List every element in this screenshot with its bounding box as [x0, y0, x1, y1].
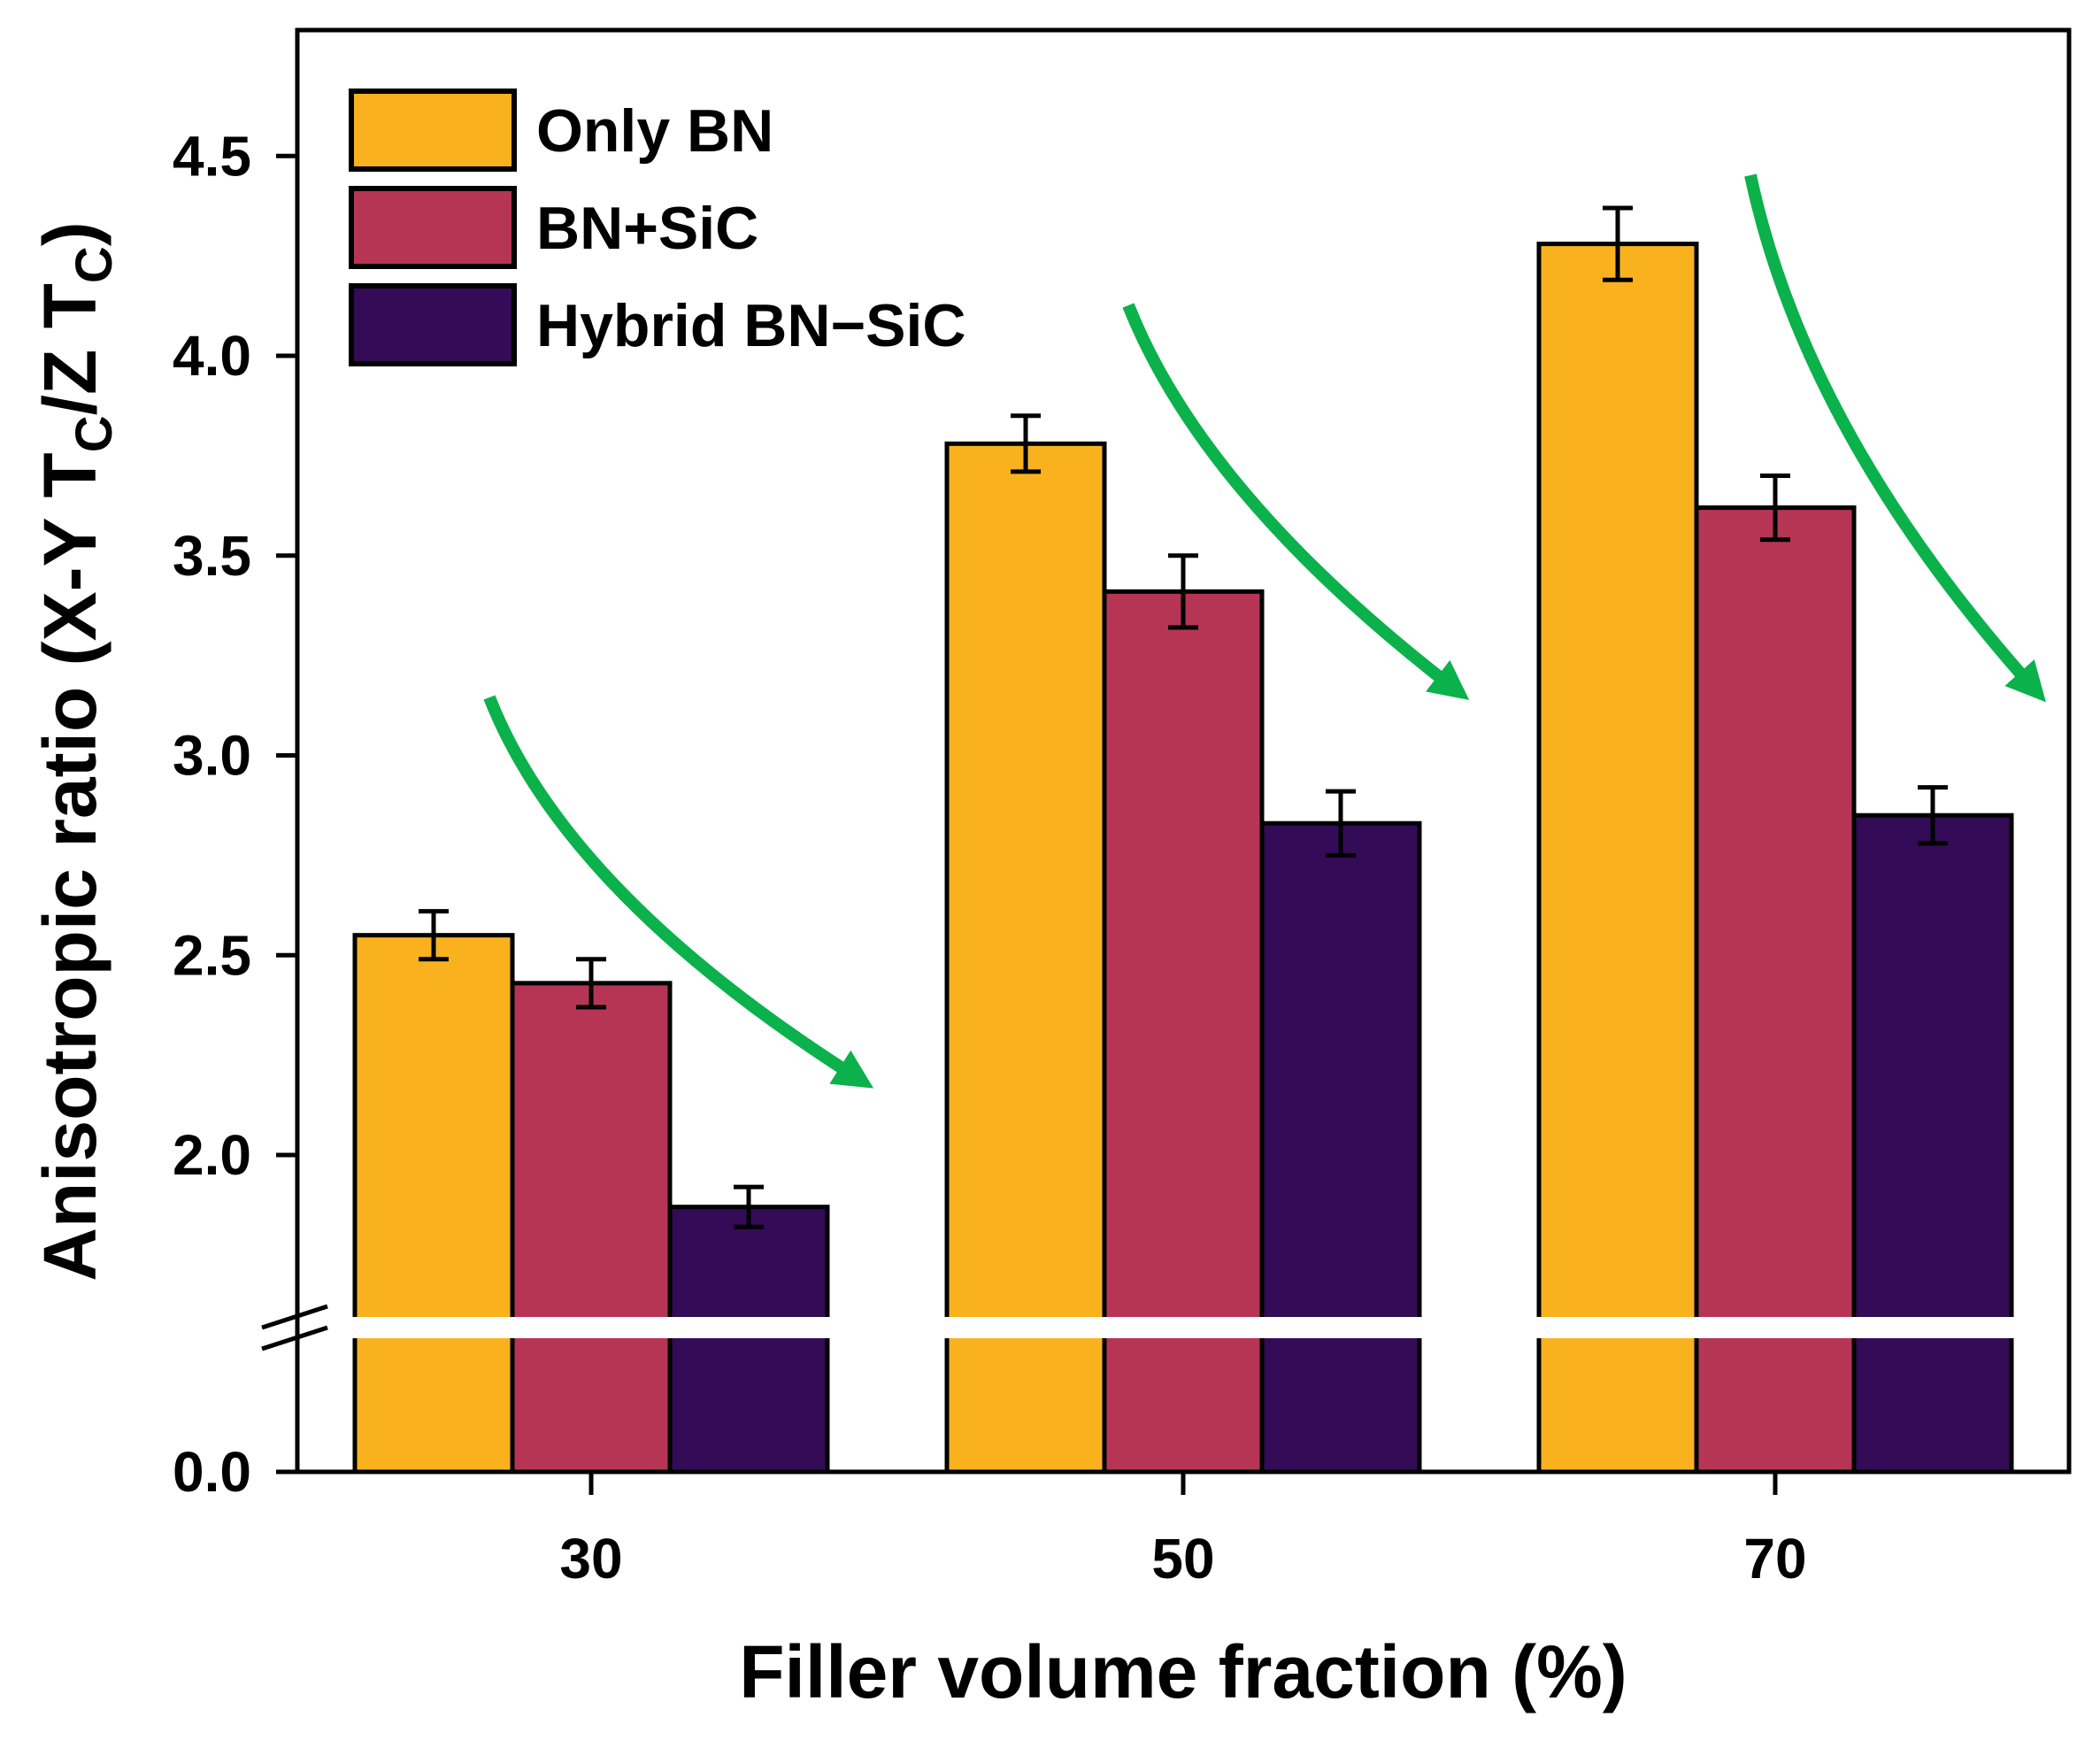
y-axis-title-sub1: C	[65, 415, 123, 452]
legend: Only BN BN+SiC Hybrid BN−SiC	[349, 89, 966, 366]
y-tick-label: 4.0	[173, 324, 251, 388]
legend-label: Only BN	[536, 97, 773, 165]
error-bar	[576, 957, 606, 1010]
bar-bn-sic-30	[510, 981, 673, 1475]
bar-hybrid-bn-sic-30	[667, 1205, 830, 1475]
bar-hybrid-bn-sic-70	[1851, 812, 2014, 1475]
y-tick-label: 2.5	[173, 923, 251, 987]
error-bars-layer	[419, 205, 1948, 1229]
error-bar	[419, 909, 449, 962]
axis-break-mark-lower	[261, 1325, 328, 1351]
y-axis-title-sub2: C	[65, 246, 123, 283]
y-tick-label: 3.0	[173, 724, 251, 788]
trend-arrow-30	[483, 695, 874, 1089]
legend-item: BN+SiC	[349, 186, 758, 269]
legend-item: Hybrid BN−SiC	[349, 283, 966, 366]
bar-only-bn-30	[352, 933, 515, 1475]
legend-label: Hybrid BN−SiC	[536, 292, 966, 359]
y-axis-title: Anisotropic ratio (X-Y TC/Z TC)	[28, 221, 123, 1282]
y-axis-title-main: Anisotropic ratio (X-Y T	[28, 452, 112, 1282]
error-bar	[1760, 473, 1790, 543]
legend-swatch	[349, 89, 517, 172]
legend-swatch	[349, 283, 517, 366]
x-tick-label: 30	[559, 1527, 622, 1590]
bars-layer	[352, 242, 2014, 1475]
y-tick-label: 2.0	[173, 1123, 251, 1187]
error-bar	[734, 1184, 764, 1229]
bar-hybrid-bn-sic-50	[1259, 820, 1422, 1475]
ticks-layer: 0.0 2.0 2.5 3.0 3.5 4.0 4.5 30 50 70	[173, 124, 1807, 1590]
error-bar	[1326, 789, 1356, 858]
y-axis-title-end: )	[28, 221, 112, 246]
axis-break-gap	[300, 1317, 2066, 1338]
x-tick-label: 50	[1151, 1527, 1214, 1590]
y-tick-label: 3.5	[173, 524, 251, 588]
bar-only-bn-70	[1536, 242, 1699, 1475]
bar-bn-sic-70	[1694, 505, 1857, 1475]
trend-arrow-70	[1744, 173, 2046, 703]
y-tick-label: 4.5	[173, 124, 251, 188]
legend-item: Only BN	[349, 89, 773, 172]
y-tick-label: 0.0	[173, 1440, 251, 1504]
trend-arrows-layer	[483, 173, 2046, 1089]
axis-break-mark-upper	[261, 1304, 328, 1330]
legend-swatch	[349, 186, 517, 269]
y-axis-title-mid: /Z T	[28, 283, 112, 415]
error-bar	[1918, 785, 1948, 846]
error-bar	[1603, 205, 1633, 282]
trend-arrow-50	[1122, 303, 1470, 700]
error-bar	[1011, 413, 1041, 474]
x-axis-title: Filler volume fraction (%)	[739, 1630, 1627, 1713]
legend-label: BN+SiC	[536, 195, 758, 262]
bar-bn-sic-50	[1102, 589, 1265, 1475]
error-bar	[1168, 553, 1198, 630]
x-tick-label: 70	[1743, 1527, 1806, 1590]
bar-only-bn-50	[944, 441, 1107, 1475]
